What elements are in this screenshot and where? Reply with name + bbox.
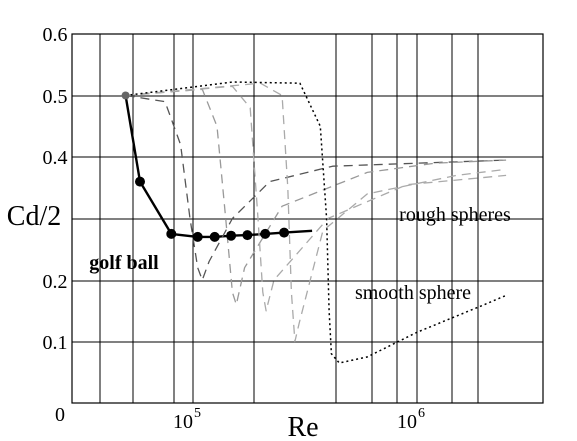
data-point [226, 230, 237, 241]
series-layer [124, 81, 507, 364]
data-point [192, 231, 203, 242]
data-point [260, 228, 271, 239]
x-tick-base: 10 [173, 411, 193, 433]
x-tick-label: 10 [173, 411, 193, 433]
data-point [279, 227, 290, 238]
y-tick-label: 0.4 [43, 147, 68, 169]
data-point [242, 230, 253, 241]
y-axis-label: Cd/2 [7, 201, 61, 232]
y-tick-label: 0.6 [43, 24, 68, 46]
annotation-smooth-sphere: smooth sphere [355, 282, 471, 304]
data-point [135, 176, 145, 187]
data-point [121, 91, 130, 100]
series-line-1 [124, 95, 313, 239]
x-tick-base: 10 [397, 411, 417, 433]
data-point [209, 231, 220, 242]
marker-layer [121, 91, 290, 242]
gridlines [72, 34, 543, 403]
y-tick-label: 0.5 [43, 86, 68, 108]
series-line-4 [125, 85, 507, 312]
annotation-golf-ball: golf ball [89, 252, 159, 274]
x-tick-exponent: 6 [418, 406, 425, 421]
y-tick-label: 0.1 [43, 332, 68, 354]
x-axis-label: Re [287, 412, 318, 441]
series-line-5 [125, 82, 507, 343]
series-line-3 [125, 88, 507, 306]
annotation-rough-spheres: rough spheres [399, 204, 511, 226]
x-tick-label: 10 [397, 411, 417, 433]
x-tick-exponent: 5 [194, 406, 201, 421]
data-point [166, 228, 177, 239]
series-line-2 [125, 94, 507, 281]
y-tick-label: 0.2 [43, 271, 68, 293]
y-tick-label: 0 [55, 404, 65, 426]
plot-frame [71, 33, 544, 404]
